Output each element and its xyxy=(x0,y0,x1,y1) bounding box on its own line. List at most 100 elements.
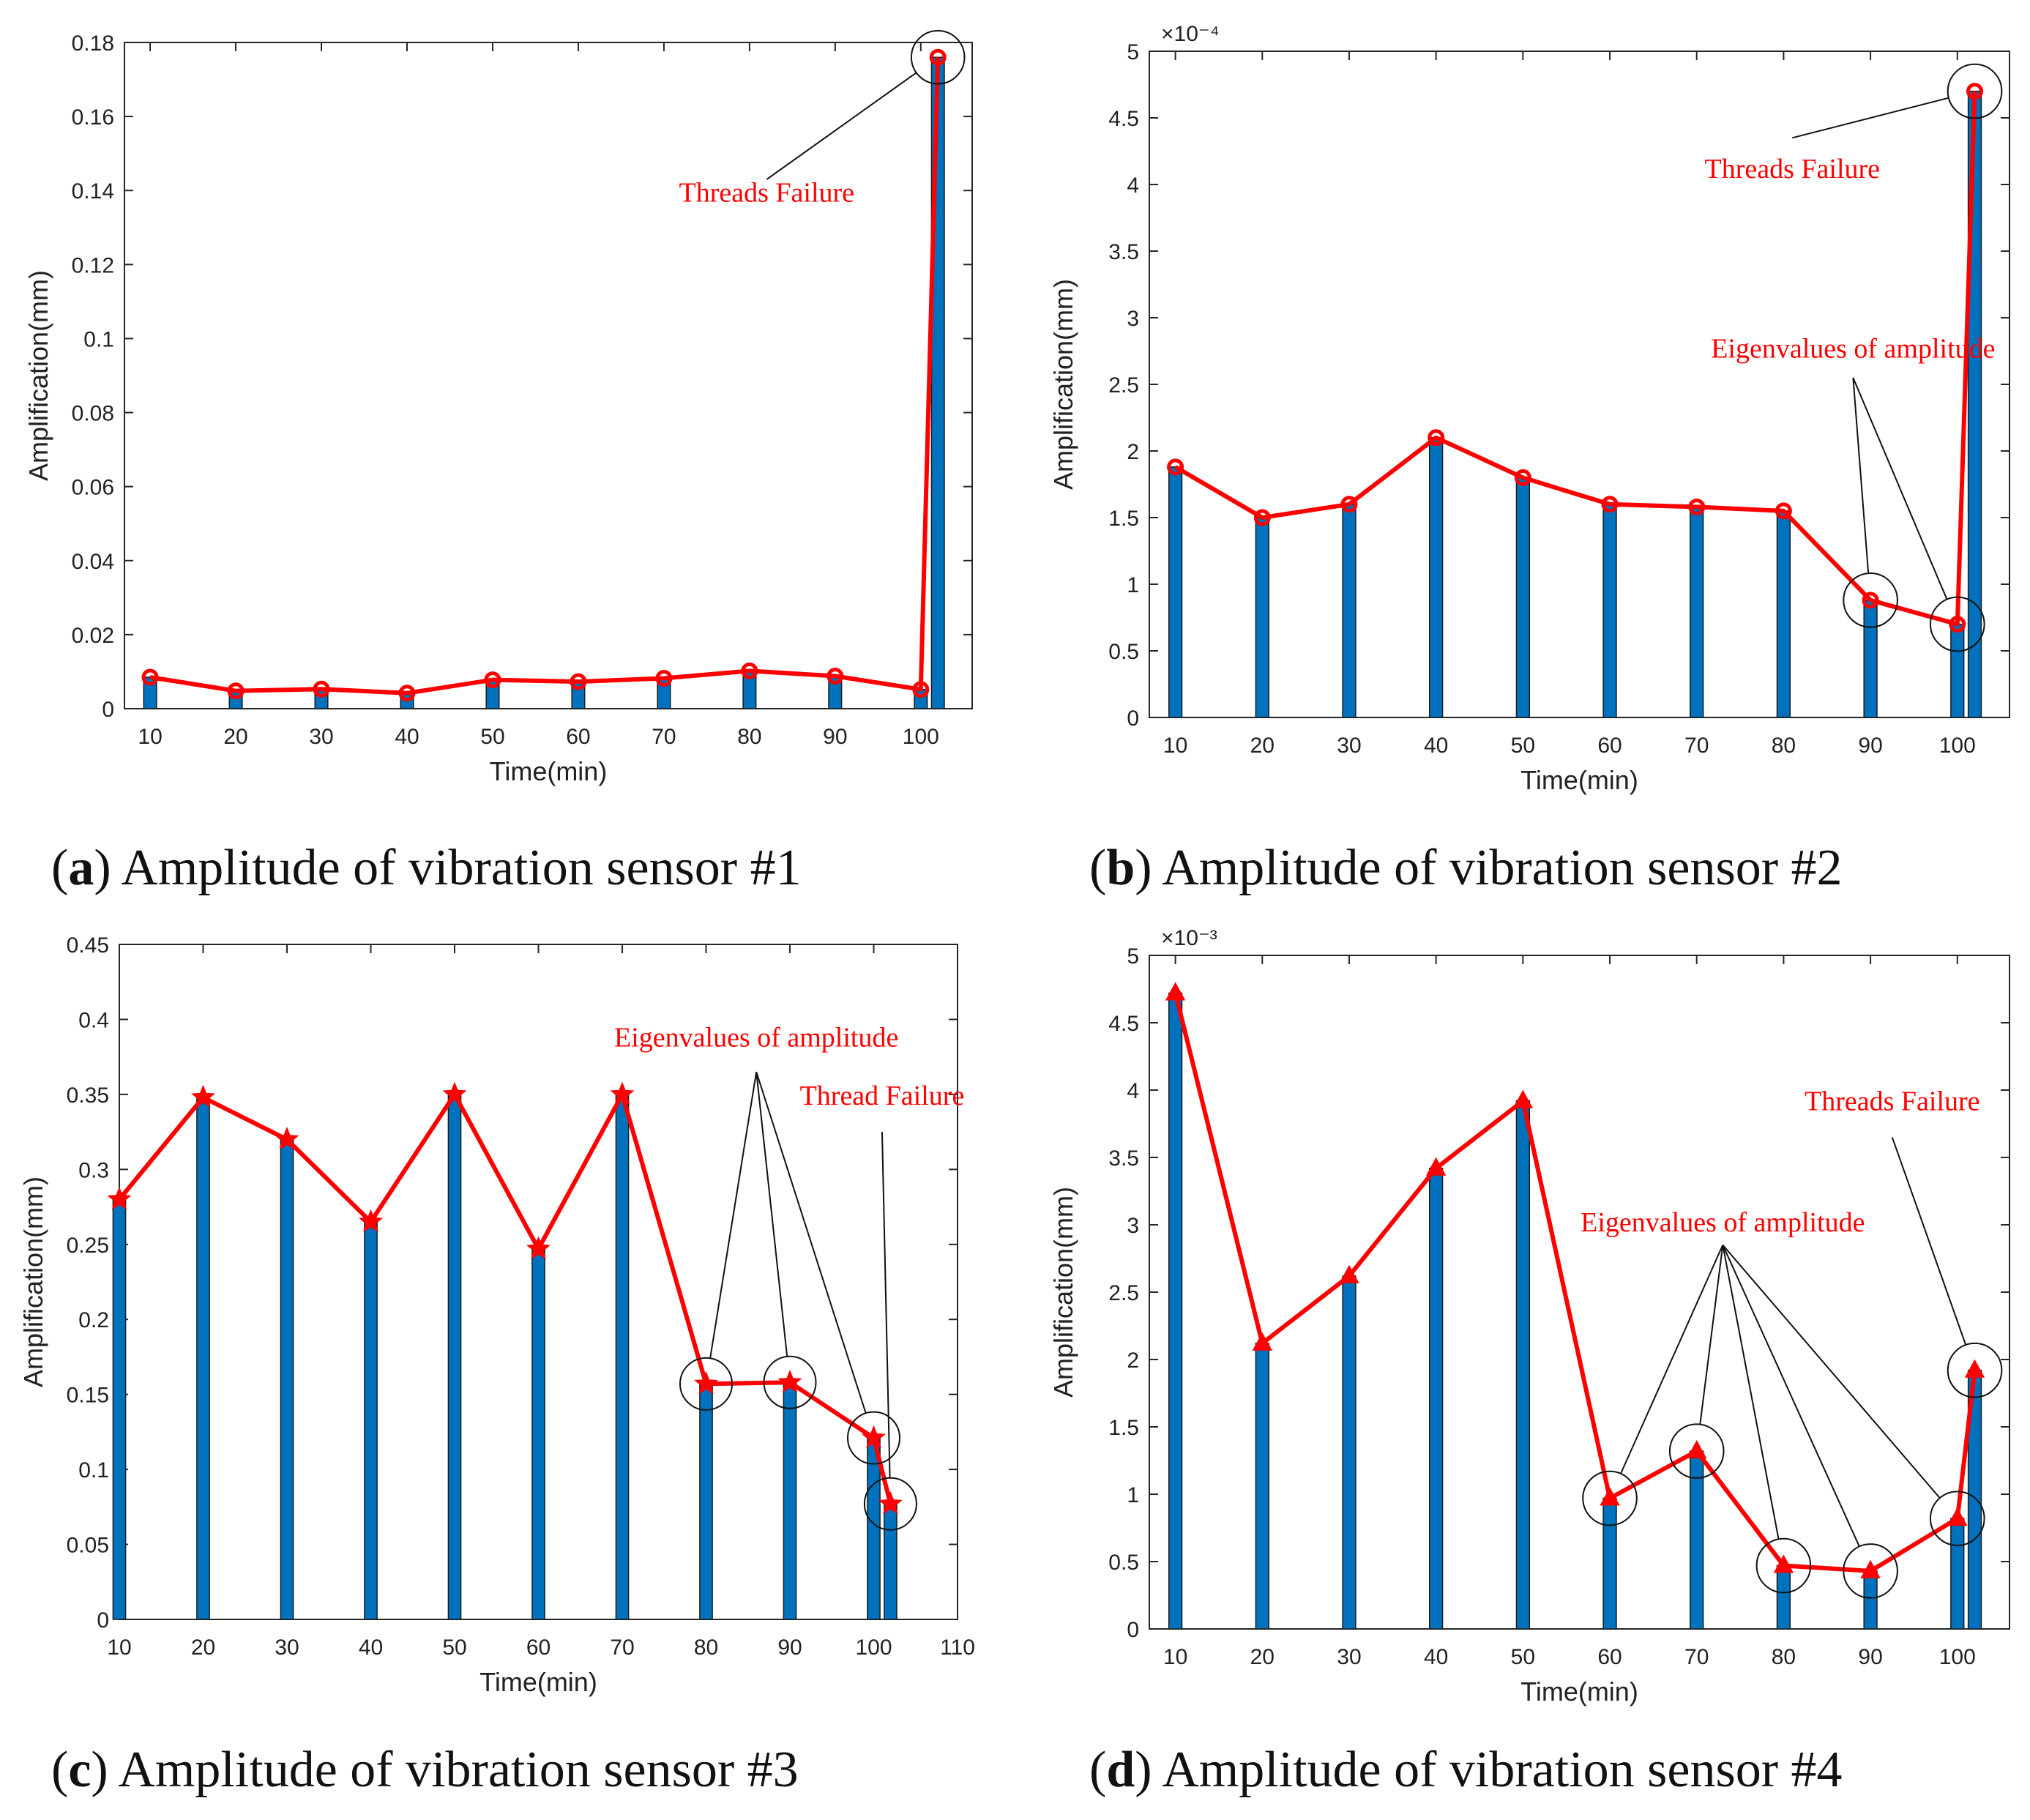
chart-c-point xyxy=(442,1081,467,1105)
chart-b-highlight-circle xyxy=(1947,63,2003,119)
chart-c-point xyxy=(275,1127,299,1150)
chart-d-xtick-label: 80 xyxy=(1772,1645,1796,1669)
chart-c-ylabel: Amplification(mm) xyxy=(18,1176,48,1387)
chart-b-ytick-label: 1 xyxy=(1127,573,1139,597)
chart-b-xtick-label: 60 xyxy=(1597,734,1622,758)
chart-b-bar xyxy=(1690,506,1704,718)
chart-c-point xyxy=(777,1369,802,1393)
chart-b-ytick-label: 5 xyxy=(1127,40,1139,64)
chart-d-annotation-threads-failure: Threads Failure xyxy=(1805,1086,1980,1117)
caption-d-text: Amplitude of vibration sensor #4 xyxy=(1162,1742,1842,1798)
chart-a-point xyxy=(141,668,159,686)
chart-c-point xyxy=(878,1491,903,1515)
chart-b-xtick-label: 90 xyxy=(1858,734,1882,758)
chart-b-point xyxy=(1949,616,1966,633)
chart-b-point xyxy=(1688,498,1706,515)
chart-c-highlight-circle xyxy=(763,1355,817,1409)
caption-b-letter: b xyxy=(1106,840,1135,896)
chart-b-point xyxy=(1601,496,1619,513)
caption-a-text: Amplitude of vibration sensor #1 xyxy=(121,840,801,896)
chart-d-bar xyxy=(1429,1167,1444,1630)
chart-d-ytick-label: 3.5 xyxy=(1108,1146,1139,1171)
caption-a: (a) Amplitude of vibration sensor #1 xyxy=(51,840,802,896)
caption-b: (b) Amplitude of vibration sensor #2 xyxy=(1089,840,1843,896)
chart-c-point xyxy=(610,1081,635,1105)
chart-b-ytick-label: 4.5 xyxy=(1108,107,1139,131)
chart-b-xtick-label: 40 xyxy=(1424,734,1448,758)
chart-a-axes-box xyxy=(124,42,973,709)
chart-c-point xyxy=(359,1209,383,1233)
chart-c-point xyxy=(526,1236,551,1259)
chart-d-xtick-label: 70 xyxy=(1684,1645,1709,1669)
chart-b-xtick-label: 50 xyxy=(1511,734,1535,758)
chart-a-ytick-label: 0.16 xyxy=(72,105,114,130)
chart-b-annotation-eigen: Eigenvalues of amplitude xyxy=(1711,334,1995,365)
chart-d-xtick-label: 50 xyxy=(1511,1645,1535,1669)
chart-d-point xyxy=(1165,982,1186,1001)
chart-c-highlight-circle xyxy=(679,1357,733,1411)
chart-b-bar xyxy=(1168,466,1183,718)
caption-a-letter: a xyxy=(68,840,94,896)
chart-c-xtick-label: 10 xyxy=(107,1636,131,1660)
panel-c: 0 0.05 0.1 0.15 0.2 0.25 0.3 0.35 0.4 0.45 10 20 30 4… xyxy=(18,933,975,1798)
chart-b-bar xyxy=(1863,600,1878,718)
chart-c-xtick-label: 90 xyxy=(777,1636,802,1660)
chart-b-point xyxy=(1862,592,1879,609)
chart-c-ytick-label: 0.25 xyxy=(67,1234,109,1258)
panel-a: 0 0.02 0.04 0.06 0.08 0.1 0.12 0.14 0.16 0.18 10 20… xyxy=(23,29,973,896)
chart-c-ytick-label: 0.05 xyxy=(67,1534,109,1558)
chart-c-xlabel: Time(min) xyxy=(479,1667,597,1697)
chart-b-ytick-label: 3.5 xyxy=(1108,240,1139,264)
chart-b-ytick-label: 2.5 xyxy=(1108,373,1139,398)
chart-d-bar xyxy=(1602,1497,1617,1630)
chart-a-ytick-label: 0.1 xyxy=(83,327,114,351)
chart-d-annotation-leader xyxy=(1722,1245,1860,1547)
chart-c-bar xyxy=(884,1503,898,1620)
chart-a-point xyxy=(741,662,758,679)
chart-b-point xyxy=(1167,458,1184,476)
chart-d-ytick-label: 0.5 xyxy=(1108,1551,1139,1575)
chart-d-highlight-circle xyxy=(1755,1537,1812,1594)
chart-d-highlight-circle xyxy=(1929,1491,1985,1546)
chart-a-xtick-label: 30 xyxy=(309,725,333,749)
chart-b-point xyxy=(1253,509,1271,526)
chart-d-annotation-leader xyxy=(1722,1244,1941,1499)
chart-b-ytick-label: 1.5 xyxy=(1108,507,1139,531)
chart-c-ytick-label: 0.45 xyxy=(67,933,109,958)
chart-b-bar xyxy=(1255,517,1269,718)
chart-c-annotation-leader xyxy=(755,1072,788,1357)
chart-b-xtick-label: 80 xyxy=(1772,734,1796,758)
chart-d-point xyxy=(1252,1332,1272,1351)
chart-b-axes-box xyxy=(1149,51,2010,718)
chart-c-ytick-label: 0.3 xyxy=(78,1158,109,1182)
chart-d-ytick-label: 2.5 xyxy=(1108,1281,1139,1305)
chart-a-ytick-label: 0.18 xyxy=(72,31,114,56)
chart-d-point xyxy=(1860,1559,1881,1578)
chart-d-point xyxy=(1600,1487,1620,1506)
chart-d-annotation-leader xyxy=(1891,1137,1967,1346)
chart-c-bar xyxy=(615,1094,630,1620)
chart-b-ytick-label: 0 xyxy=(1127,706,1139,731)
chart-d-xtick-label: 60 xyxy=(1597,1645,1622,1669)
chart-b-ytick-label: 4 xyxy=(1127,174,1139,198)
caption-c-text: Amplitude of vibration sensor #3 xyxy=(118,1742,798,1798)
chart-c-bar xyxy=(196,1097,210,1620)
chart-a-ytick-label: 0.04 xyxy=(72,550,114,574)
chart-d-ytick-label: 4.5 xyxy=(1108,1012,1139,1036)
chart-c-ytick-label: 0.15 xyxy=(67,1384,109,1408)
chart-a-point xyxy=(227,682,245,700)
chart-a-ytick-label: 0.08 xyxy=(72,402,114,426)
chart-c-bar xyxy=(364,1221,378,1620)
chart-d-ytick-label: 0 xyxy=(1127,1618,1139,1642)
chart-d-point xyxy=(1773,1554,1794,1573)
chart-c-annotation-eigen: Eigenvalues of amplitude xyxy=(614,1022,898,1053)
chart-b-xtick-label: 10 xyxy=(1163,734,1187,758)
chart-b-xtick-label: 30 xyxy=(1337,734,1361,758)
chart-d-annotation-leader xyxy=(1699,1245,1724,1425)
chart-a-series-line xyxy=(149,57,941,695)
panel-b: 0 0.5 1 1.5 2 2.5 3 3.5 4 4.5 5 10 20 30 40 50 60 70 80 90 1… xyxy=(1048,22,2010,896)
chart-a-xtick-label: 90 xyxy=(823,725,847,749)
chart-b-bar xyxy=(1950,623,1965,718)
chart-a-point xyxy=(826,668,844,685)
